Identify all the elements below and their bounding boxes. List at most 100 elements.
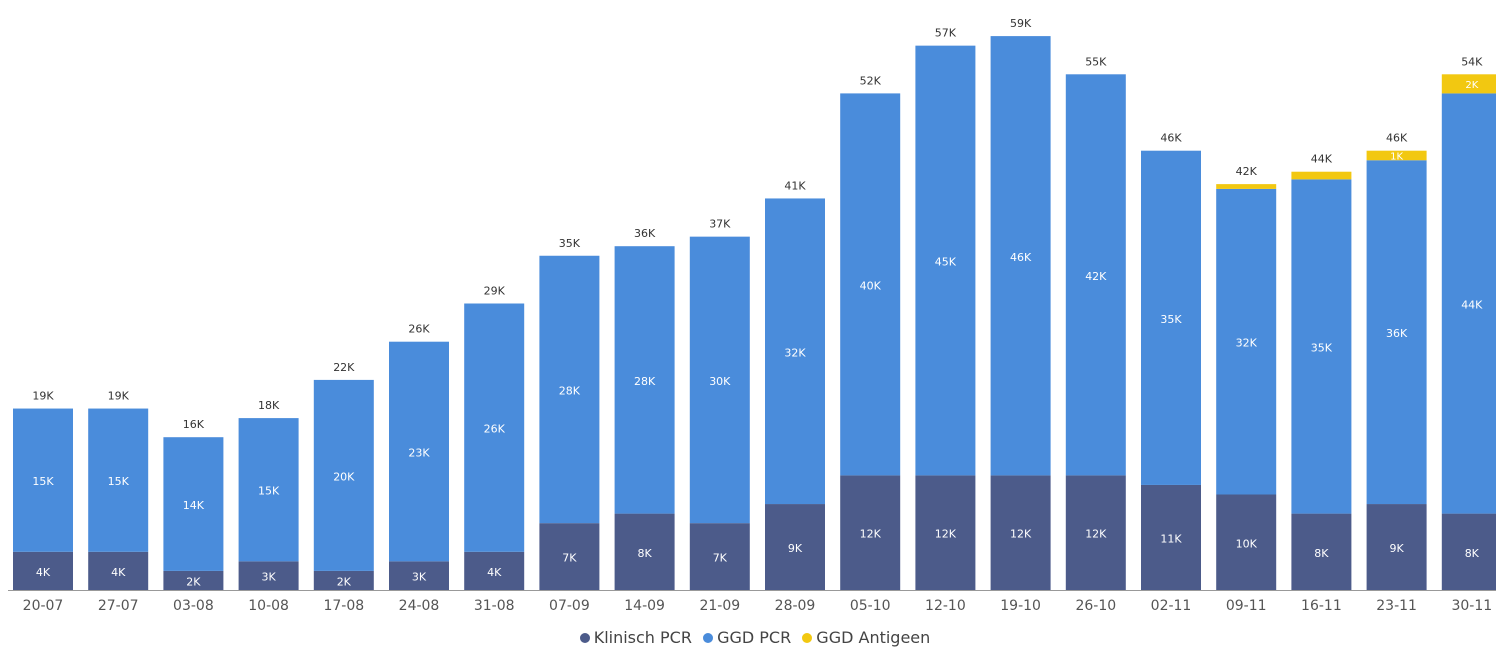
bar-ggd-pcr <box>990 36 1051 476</box>
data-label: 2K <box>1465 80 1478 91</box>
bar-ggd-antigeen <box>1291 171 1352 180</box>
data-label: 2K <box>337 575 352 588</box>
bar-klinisch-pcr <box>313 570 374 590</box>
total-label: 36K <box>634 227 656 240</box>
total-label: 46K <box>1386 132 1408 145</box>
legend-item-ggd-antigeen[interactable]: GGD Antigeen <box>802 628 930 647</box>
total-label: 19K <box>108 390 130 403</box>
total-label: 37K <box>709 218 731 231</box>
total-label: 41K <box>784 179 806 192</box>
bar-ggd-pcr <box>13 408 73 552</box>
bar-klinisch-pcr <box>915 475 976 590</box>
bar-klinisch-pcr <box>1141 484 1201 590</box>
data-label: 44K <box>1461 299 1483 312</box>
x-tick-label: 21-09 <box>699 598 740 614</box>
bar-ggd-pcr <box>539 255 600 524</box>
bar-klinisch-pcr <box>840 475 901 590</box>
total-label: 26K <box>408 323 430 336</box>
data-label: 46K <box>1010 251 1032 264</box>
bar-ggd-pcr <box>464 303 525 552</box>
bar-klinisch-pcr <box>1216 494 1277 590</box>
bar-klinisch-pcr <box>1065 475 1126 590</box>
data-label: 15K <box>108 475 130 488</box>
total-label: 35K <box>559 237 581 250</box>
x-tick-label: 07-09 <box>549 598 590 614</box>
bar-klinisch-pcr <box>539 523 600 590</box>
data-label: 7K <box>562 552 577 565</box>
legend-label-ggd-pcr: GGD PCR <box>717 628 792 647</box>
total-label: 19K <box>32 390 54 403</box>
x-tick-label: 28-09 <box>775 598 816 614</box>
bar-ggd-pcr <box>1291 179 1352 514</box>
data-label: 8K <box>637 547 652 560</box>
bar-ggd-antigeen <box>1366 150 1427 161</box>
stacked-bar-chart: 4K 15K 19K 20-07 4K 15K 19K 27-07 2K 14K 16K 03-08 3… <box>8 17 1496 614</box>
legend-label-ggd-antigeen: GGD Antigeen <box>816 628 931 647</box>
total-label: 29K <box>484 285 506 298</box>
chart-legend: Klinisch PCR GGD PCR GGD Antigeen <box>0 628 1496 647</box>
bar-klinisch-pcr <box>464 551 525 590</box>
legend-swatch-ggd-pcr <box>703 633 714 643</box>
bar-klinisch-pcr <box>990 475 1051 590</box>
bar-ggd-pcr <box>1366 160 1427 505</box>
bar-klinisch-pcr <box>238 561 299 590</box>
x-tick-label: 30-11 <box>1451 598 1492 614</box>
data-label: 36K <box>1386 327 1408 340</box>
x-tick-label: 16-11 <box>1301 598 1342 614</box>
bar-ggd-pcr <box>1065 74 1126 476</box>
data-label: 4K <box>487 566 502 579</box>
data-label: 32K <box>1236 337 1258 350</box>
x-tick-label: 10-08 <box>248 598 289 614</box>
data-label: 26K <box>484 423 506 436</box>
total-label: 18K <box>258 399 280 412</box>
data-label: 12K <box>1085 528 1107 541</box>
total-label: 54K <box>1461 55 1483 68</box>
data-label: 23K <box>408 447 430 460</box>
data-label: 7K <box>713 552 728 565</box>
x-tick-label: 05-10 <box>850 598 891 614</box>
x-tick-label: 20-07 <box>23 598 64 614</box>
bar-ggd-pcr <box>88 408 149 552</box>
x-tick-label: 14-09 <box>624 598 665 614</box>
total-label: 57K <box>935 27 957 40</box>
x-tick-label: 23-11 <box>1376 598 1417 614</box>
bar-ggd-pcr <box>840 93 901 476</box>
data-label: 15K <box>32 475 54 488</box>
data-label: 11K <box>1160 532 1182 545</box>
data-label: 28K <box>634 375 656 388</box>
bar-klinisch-pcr <box>765 504 825 590</box>
data-label: 45K <box>935 256 957 269</box>
data-label: 10K <box>1236 537 1258 550</box>
bar-klinisch-pcr <box>1366 504 1427 590</box>
data-label: 9K <box>788 542 803 555</box>
data-label: 4K <box>36 566 51 579</box>
data-label: 1K <box>1390 151 1403 162</box>
bar-klinisch-pcr <box>614 513 675 590</box>
x-tick-label: 27-07 <box>98 598 139 614</box>
total-label: 44K <box>1311 153 1333 166</box>
data-label: 14K <box>183 499 205 512</box>
total-label: 22K <box>333 361 355 374</box>
bar-ggd-pcr <box>1216 188 1277 495</box>
x-tick-label: 24-08 <box>399 598 440 614</box>
data-label: 12K <box>1010 528 1032 541</box>
data-label: 9K <box>1389 542 1404 555</box>
bar-ggd-pcr <box>915 45 976 476</box>
bar-ggd-pcr <box>689 236 750 524</box>
bar-klinisch-pcr <box>389 561 449 590</box>
legend-item-ggd-pcr[interactable]: GGD PCR <box>703 628 791 647</box>
bar-klinisch-pcr <box>1441 513 1496 590</box>
data-label: 12K <box>935 528 957 541</box>
legend-item-klinisch-pcr[interactable]: Klinisch PCR <box>579 628 692 647</box>
total-label: 42K <box>1236 165 1258 178</box>
x-tick-label: 26-10 <box>1075 598 1116 614</box>
bar-ggd-pcr <box>313 379 374 571</box>
data-label: 20K <box>333 470 355 483</box>
legend-swatch-klinisch-pcr <box>579 633 590 643</box>
bar-klinisch-pcr <box>689 523 750 590</box>
data-label: 3K <box>261 571 276 584</box>
bar-ggd-pcr <box>238 418 299 562</box>
data-label: 2K <box>186 575 201 588</box>
x-tick-label: 12-10 <box>925 598 966 614</box>
bar-ggd-pcr <box>389 341 449 562</box>
